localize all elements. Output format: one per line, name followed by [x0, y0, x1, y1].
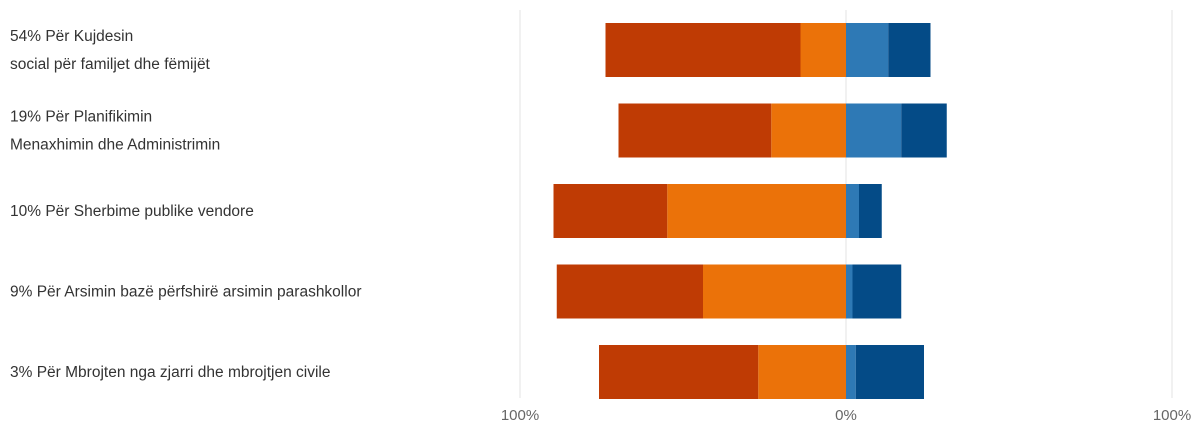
bar-segment-row3-series3 [852, 264, 902, 319]
category-label-3-line-0: 9% Për Arsimin bazë përfshirë arsimin pa… [10, 284, 361, 301]
bar-segment-row2-series0 [553, 184, 668, 238]
bar-segment-row2-series1 [667, 184, 846, 238]
bar-segment-row3-series0 [556, 264, 703, 319]
bar-row-0 [605, 23, 931, 77]
bar-segment-row0-series1 [800, 23, 846, 77]
x-tick-label-2: 100% [1153, 407, 1191, 424]
category-label-0-line-0: 54% Për Kujdesin [10, 28, 133, 45]
bar-segment-row2-series2 [846, 184, 859, 238]
category-label-1-line-1: Menaxhimin dhe Administrimin [10, 137, 220, 154]
category-label-1-line-0: 19% Për Planifikimin [10, 109, 152, 126]
bar-segment-row3-series2 [846, 264, 853, 319]
category-label-2-line-0: 10% Për Sherbime publike vendore [10, 203, 254, 220]
bar-segment-row4-series1 [758, 345, 846, 399]
bar-row-3 [556, 264, 902, 319]
bar-segment-row1-series3 [901, 103, 947, 158]
bar-segment-row4-series2 [846, 345, 856, 399]
bar-row-4 [599, 345, 924, 399]
category-label-0-line-1: social për familjet dhe fëmijët [10, 56, 211, 73]
x-tick-label-1: 0% [835, 407, 857, 424]
bar-segment-row0-series2 [846, 23, 889, 77]
x-axis-tick-labels: 100% 0% 100% [501, 407, 1191, 424]
bar-segment-row4-series0 [599, 345, 759, 399]
bar-segment-row3-series1 [703, 264, 846, 319]
x-tick-label-0: 100% [501, 407, 539, 424]
bar-segment-row1-series2 [846, 103, 902, 158]
bar-segment-row1-series0 [618, 103, 772, 158]
category-labels: 54% Për Kujdesin social për familjet dhe … [10, 28, 361, 381]
bar-segment-row1-series1 [771, 103, 846, 158]
bar-segment-row4-series3 [855, 345, 924, 399]
bar-segment-row0-series0 [605, 23, 801, 77]
bar-row-2 [553, 184, 882, 238]
category-label-4-line-0: 3% Për Mbrojten nga zjarri dhe mbrojtjen… [10, 364, 330, 381]
bar-segment-row2-series3 [859, 184, 882, 238]
bar-segment-row0-series3 [888, 23, 931, 77]
bars [553, 23, 947, 399]
bar-row-1 [618, 103, 947, 158]
